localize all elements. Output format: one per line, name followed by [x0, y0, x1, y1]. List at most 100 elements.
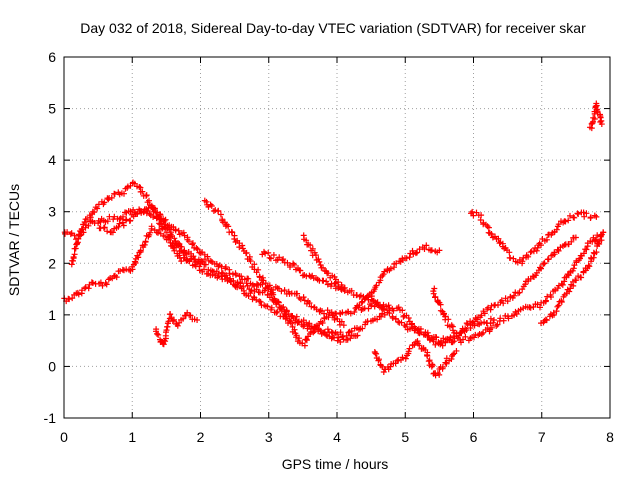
data-point: [155, 229, 161, 236]
data-point: [171, 316, 177, 323]
data-point: [108, 194, 115, 201]
data-point: [152, 208, 159, 215]
data-point: [178, 258, 185, 265]
data-point: [429, 362, 436, 369]
data-point: [431, 285, 438, 292]
data-point: [458, 329, 465, 336]
data-point: [71, 232, 78, 239]
data-point: [267, 255, 274, 262]
data-point: [270, 291, 277, 298]
data-point: [477, 217, 484, 223]
data-point: [225, 223, 232, 230]
data-point: [406, 254, 413, 261]
data-point: [301, 297, 308, 304]
data-point: [341, 284, 348, 291]
data-point: [307, 242, 314, 249]
data-point: [418, 329, 424, 336]
data-point: [591, 237, 598, 244]
data-point: [70, 254, 77, 260]
data-point: [559, 281, 566, 288]
data-point: [212, 207, 219, 214]
data-point: [568, 238, 575, 245]
data-point: [381, 306, 388, 313]
data-point: [66, 296, 73, 303]
data-point: [340, 286, 347, 293]
data-point: [67, 231, 74, 238]
data-point: [525, 253, 532, 260]
y-tick-label: 3: [48, 204, 56, 220]
data-point: [467, 325, 474, 331]
data-point: [450, 327, 457, 334]
data-point: [513, 311, 520, 317]
data-point: [202, 261, 209, 268]
data-point: [237, 282, 244, 289]
data-point: [500, 317, 507, 324]
data-point: [543, 236, 550, 243]
data-point: [325, 270, 332, 277]
data-point: [580, 250, 587, 257]
data-point: [442, 359, 449, 366]
data-point: [75, 235, 82, 242]
data-point: [511, 312, 517, 319]
data-point: [278, 288, 285, 295]
data-point: [520, 254, 527, 261]
data-point: [402, 355, 409, 362]
data-point: [424, 332, 431, 339]
data-point: [317, 327, 324, 334]
data-point: [291, 326, 298, 333]
data-point: [583, 246, 590, 253]
data-point: [139, 188, 146, 195]
data-point: [387, 265, 394, 272]
data-point: [264, 303, 271, 310]
y-tick-label: 0: [48, 358, 56, 374]
data-point: [403, 255, 410, 262]
data-point: [281, 287, 288, 294]
data-point: [561, 241, 568, 248]
data-point: [75, 291, 82, 298]
data-point: [156, 220, 163, 227]
data-point: [300, 294, 307, 301]
data-point: [537, 264, 543, 271]
data-point: [180, 315, 187, 322]
data-point: [504, 298, 511, 305]
data-point: [572, 234, 579, 241]
data-point: [343, 332, 350, 339]
data-point: [102, 280, 109, 286]
data-point: [123, 216, 130, 223]
data-point: [423, 242, 430, 249]
data-point: [121, 190, 127, 197]
data-point: [583, 210, 590, 217]
data-point: [109, 229, 116, 236]
data-point: [567, 212, 573, 219]
x-axis-label: GPS time / hours: [282, 456, 389, 472]
data-point: [207, 258, 214, 264]
data-point: [380, 305, 386, 312]
data-point: [320, 277, 327, 284]
data-point: [265, 249, 272, 256]
data-point: [259, 281, 266, 288]
data-point: [543, 317, 550, 324]
data-point: [174, 322, 181, 329]
data-point: [500, 300, 507, 307]
data-point: [481, 310, 488, 317]
data-point: [581, 213, 588, 220]
y-tick-label: 1: [48, 307, 56, 323]
data-point: [451, 338, 457, 345]
y-tick-label: 4: [48, 152, 56, 168]
data-point: [185, 238, 192, 245]
data-point: [161, 217, 168, 224]
data-point: [323, 278, 330, 285]
x-tick-label: 8: [606, 429, 614, 445]
x-tick-label: 5: [401, 429, 409, 445]
data-point: [347, 310, 354, 317]
data-point: [69, 295, 76, 302]
data-point: [287, 264, 293, 270]
data-point: [478, 312, 485, 319]
data-point: [593, 213, 600, 220]
data-point: [137, 247, 144, 254]
data-point: [150, 214, 157, 220]
data-point: [303, 337, 310, 344]
data-point: [167, 234, 174, 241]
data-point: [553, 226, 560, 233]
